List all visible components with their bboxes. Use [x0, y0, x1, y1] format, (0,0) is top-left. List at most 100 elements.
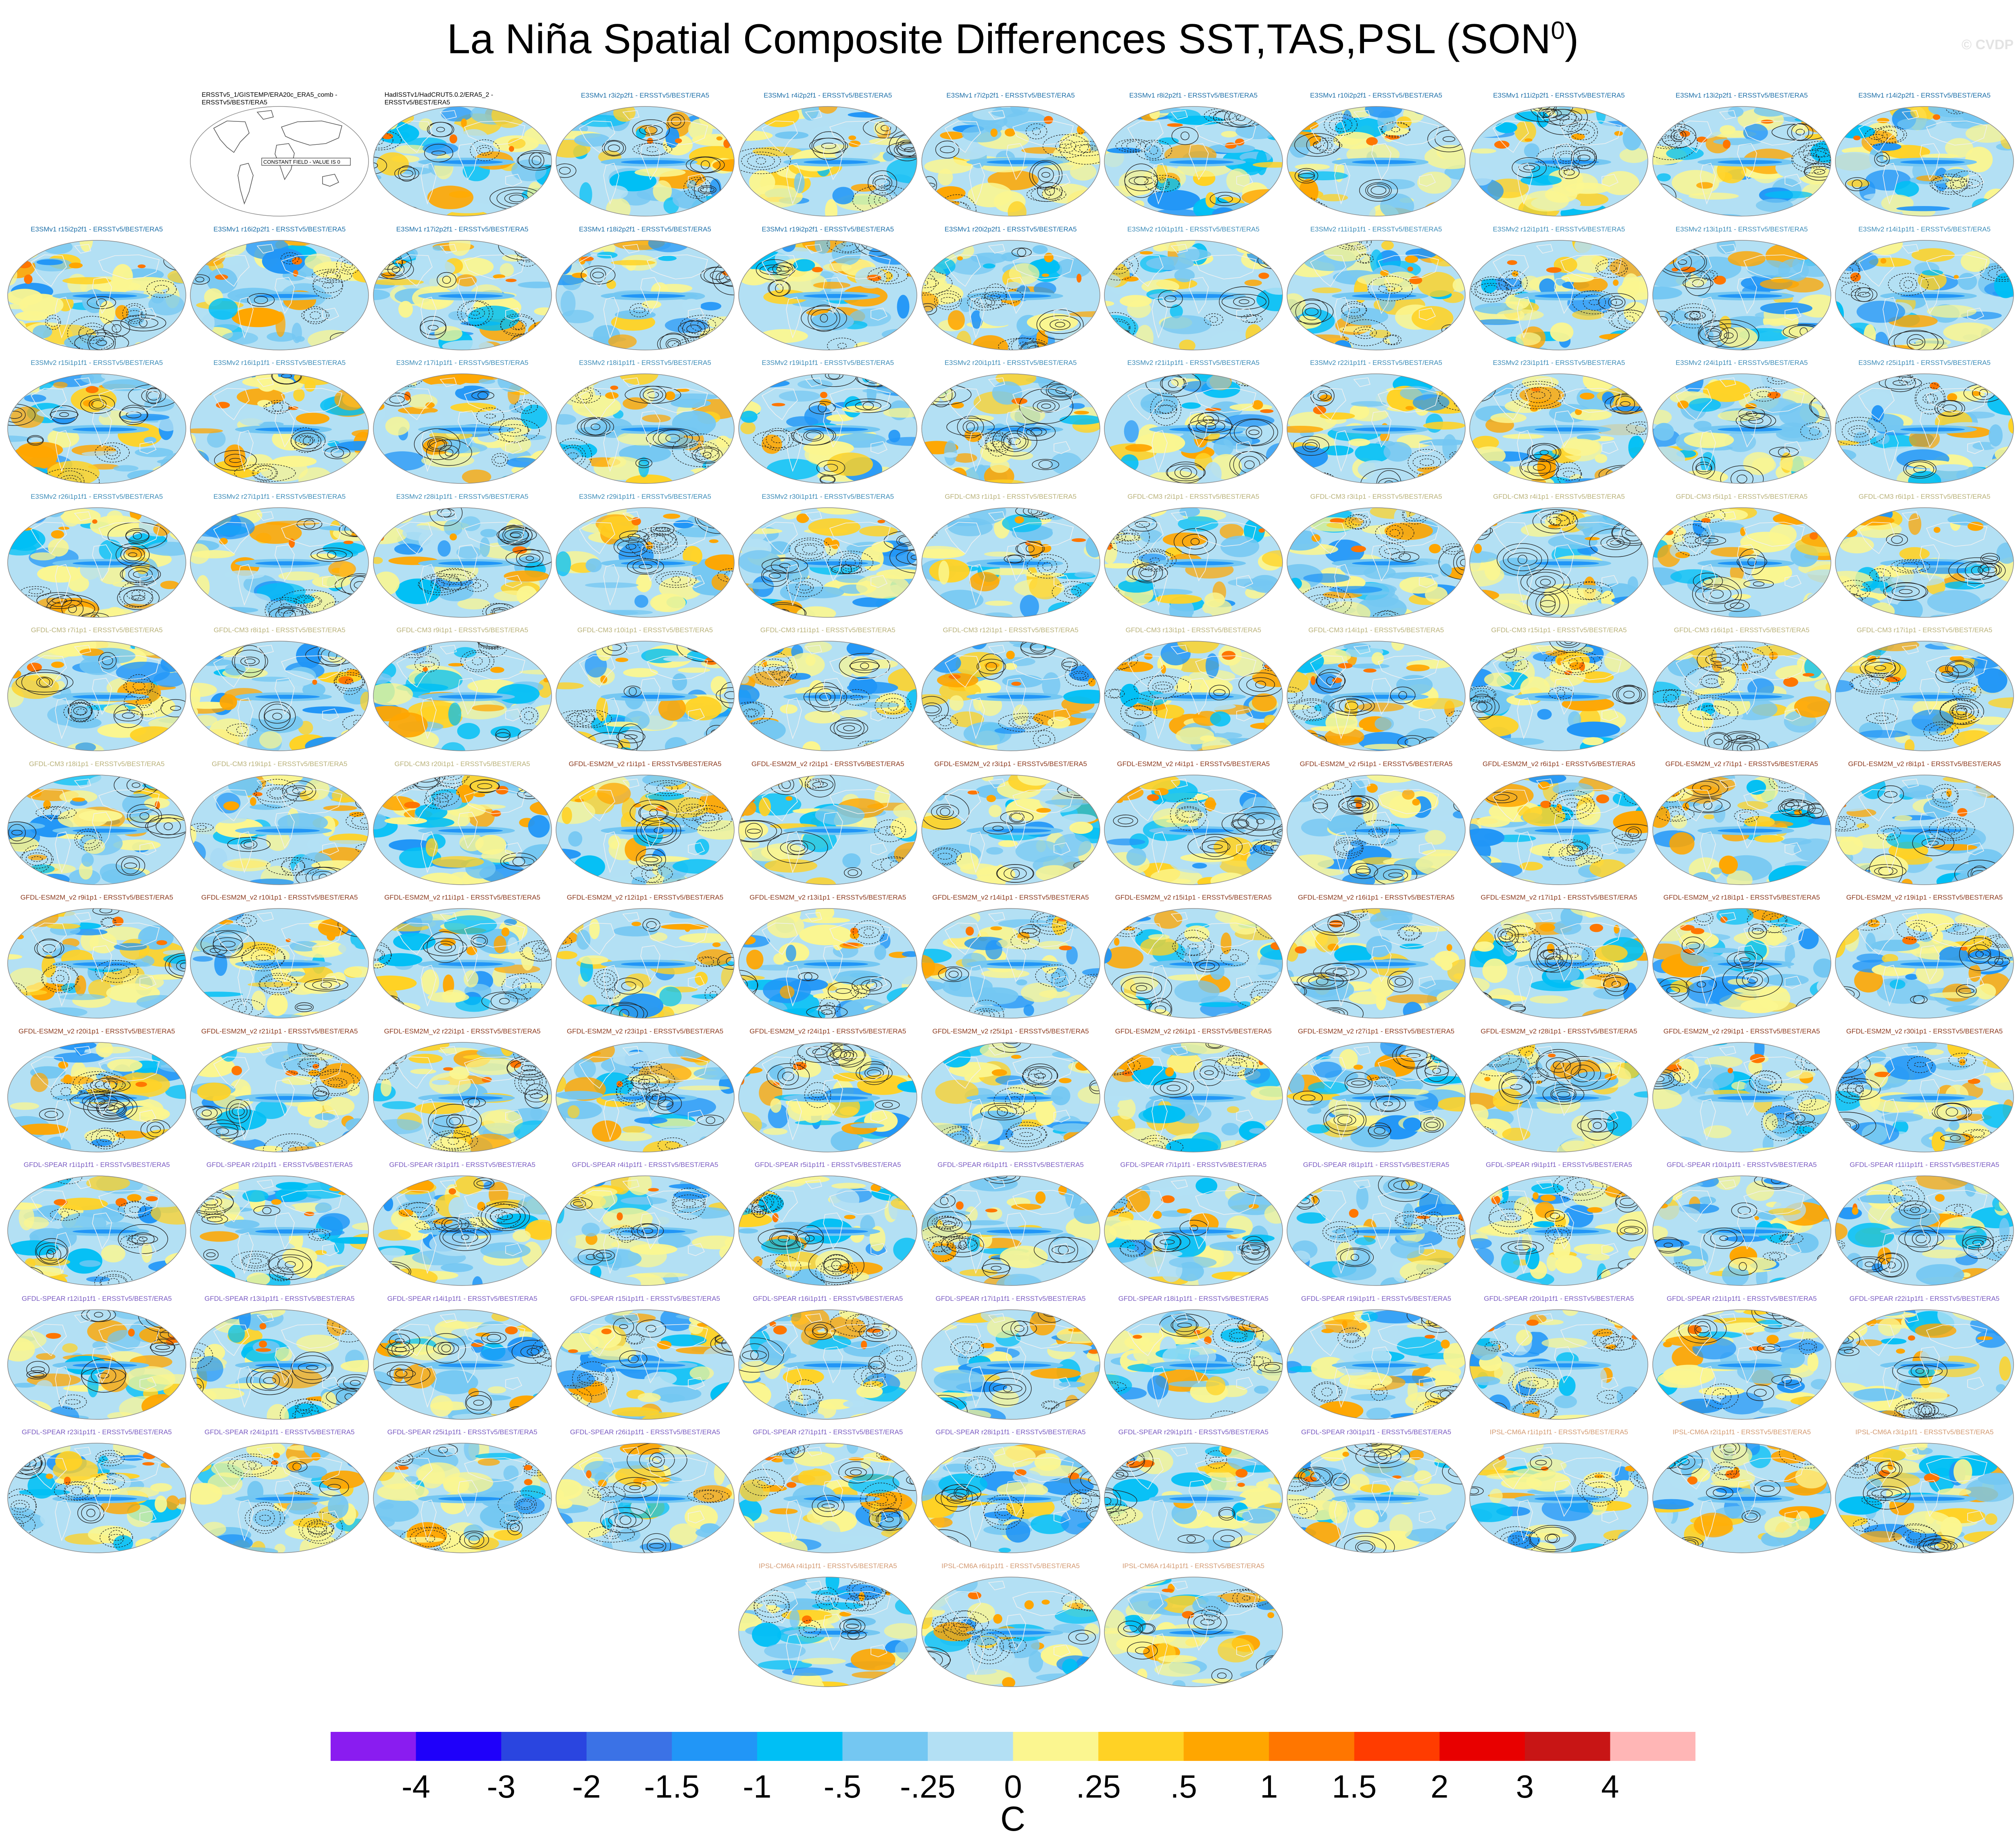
panel-title: IPSL-CM6A r1i1p1f1 - ERSSTv5/BEST/ERA5	[1489, 1428, 1628, 1436]
map-field	[373, 507, 552, 617]
map-field	[1104, 1443, 1283, 1553]
world-map	[190, 1175, 369, 1286]
map-panel: GFDL-SPEAR r15i1p1f1 - ERSSTv5/BEST/ERA5	[554, 1294, 736, 1422]
map-field	[1287, 1176, 1466, 1285]
map-panel: E3SMv1 r8i2p2f1 - ERSSTv5/BEST/ERA5	[1103, 91, 1284, 219]
map-panel: IPSL-CM6A r2i1p1f1 - ERSSTv5/BEST/ERA5	[1651, 1428, 1833, 1555]
panel-title: GFDL-ESM2M_v2 r29i1p1 - ERSSTv5/BEST/ERA…	[1663, 1027, 1820, 1035]
world-map	[1104, 240, 1283, 350]
world-map	[738, 507, 917, 618]
world-map	[373, 774, 552, 885]
world-map	[7, 373, 186, 484]
map-field	[1835, 240, 2014, 350]
map-field	[739, 775, 917, 885]
map-panel: GFDL-SPEAR r17i1p1f1 - ERSSTv5/BEST/ERA5	[920, 1294, 1102, 1422]
map-field	[1104, 1577, 1283, 1687]
colorbar-tick-label: 4	[1601, 1769, 1619, 1804]
colorbar-tick-label: 1	[1260, 1769, 1278, 1804]
panel-title: E3SMv1 r3i2p2f1 - ERSSTv5/BEST/ERA5	[581, 92, 710, 99]
map-panel: HadISSTv1/HadCRUT5.0.2/ERA5_2 - ERSSTv5/…	[372, 91, 553, 219]
map-panel: GFDL-CM3 r6i1p1 - ERSSTv5/BEST/ERA5	[1834, 492, 2015, 620]
map-panel: GFDL-SPEAR r25i1p1f1 - ERSSTv5/BEST/ERA5	[372, 1428, 553, 1555]
map-panel: GFDL-ESM2M_v2 r3i1p1 - ERSSTv5/BEST/ERA5	[920, 760, 1102, 887]
panel-title: GFDL-ESM2M_v2 r12i1p1 - ERSSTv5/BEST/ERA…	[566, 894, 724, 901]
panel-title: IPSL-CM6A r4i1p1f1 - ERSSTv5/BEST/ERA5	[758, 1562, 897, 1570]
panel-title: GFDL-ESM2M_v2 r3i1p1 - ERSSTv5/BEST/ERA5	[934, 760, 1087, 768]
map-field	[1104, 374, 1283, 483]
map-panel: GFDL-CM3 r17i1p1 - ERSSTv5/BEST/ERA5	[1834, 626, 2015, 753]
map-field	[1835, 641, 2014, 751]
world-map: CONSTANT FIELD - VALUE IS 0	[190, 106, 369, 217]
map-field	[190, 507, 369, 617]
panel-title: IPSL-CM6A r6i1p1f1 - ERSSTv5/BEST/ERA5	[941, 1562, 1080, 1570]
map-panel: GFDL-SPEAR r23i1p1f1 - ERSSTv5/BEST/ERA5	[6, 1428, 187, 1555]
world-map	[7, 507, 186, 618]
map-field	[921, 374, 1100, 483]
colorbar-tick-label: .5	[1170, 1769, 1197, 1804]
world-map	[373, 1443, 552, 1553]
panel-title: GFDL-CM3 r9i1p1 - ERSSTv5/BEST/ERA5	[396, 626, 529, 634]
map-panel: GFDL-CM3 r4i1p1 - ERSSTv5/BEST/ERA5	[1468, 492, 1649, 620]
map-field	[8, 240, 186, 350]
world-map	[1287, 1309, 1466, 1420]
world-map	[738, 240, 917, 350]
map-panel: E3SMv2 r12i1p1f1 - ERSSTv5/BEST/ERA5	[1468, 225, 1649, 352]
panel-title: GFDL-SPEAR r25i1p1f1 - ERSSTv5/BEST/ERA5	[387, 1428, 537, 1436]
map-panel: GFDL-SPEAR r21i1p1f1 - ERSSTv5/BEST/ERA5	[1651, 1294, 1833, 1422]
panel-title: E3SMv2 r30i1p1f1 - ERSSTv5/BEST/ERA5	[762, 492, 894, 500]
map-field	[1470, 240, 1648, 350]
panel-title: GFDL-ESM2M_v2 r23i1p1 - ERSSTv5/BEST/ERA…	[566, 1027, 724, 1035]
world-map	[1469, 373, 1649, 484]
map-panel: E3SMv2 r20i1p1f1 - ERSSTv5/BEST/ERA5	[920, 358, 1102, 486]
map-panel: GFDL-ESM2M_v2 r2i1p1 - ERSSTv5/BEST/ERA5	[737, 760, 918, 887]
panel-title: HadISSTv1/HadCRUT5.0.2/ERA5_2 - ERSSTv5/…	[384, 92, 494, 105]
world-map	[373, 908, 552, 1019]
map-panel: GFDL-SPEAR r7i1p1f1 - ERSSTv5/BEST/ERA5	[1103, 1160, 1284, 1288]
map-field	[190, 374, 369, 483]
panel-title: GFDL-CM3 r19i1p1 - ERSSTv5/BEST/ERA5	[212, 760, 348, 768]
map-field	[1835, 775, 2014, 885]
colorbar-segment	[501, 1732, 587, 1761]
map-field	[921, 507, 1100, 617]
map-panel: GFDL-SPEAR r28i1p1f1 - ERSSTv5/BEST/ERA5	[920, 1428, 1102, 1555]
panel-title: GFDL-ESM2M_v2 r20i1p1 - ERSSTv5/BEST/ERA…	[18, 1027, 175, 1035]
world-map	[556, 106, 735, 217]
map-panel: GFDL-CM3 r1i1p1 - ERSSTv5/BEST/ERA5	[920, 492, 1102, 620]
map-panel: E3SMv2 r29i1p1f1 - ERSSTv5/BEST/ERA5	[554, 492, 736, 620]
world-map	[1835, 1443, 2014, 1553]
world-map	[7, 1309, 186, 1420]
world-map	[190, 240, 369, 350]
map-panel: GFDL-CM3 r15i1p1 - ERSSTv5/BEST/ERA5	[1468, 626, 1649, 753]
panel-title: E3SMv1 r10i2p2f1 - ERSSTv5/BEST/ERA5	[1310, 92, 1443, 99]
world-map	[1104, 1576, 1283, 1687]
panel-title: GFDL-SPEAR r17i1p1f1 - ERSSTv5/BEST/ERA5	[935, 1294, 1086, 1302]
map-field	[739, 1577, 917, 1687]
map-panel: E3SMv1 r19i2p2f1 - ERSSTv5/BEST/ERA5	[737, 225, 918, 352]
world-map	[1104, 1042, 1283, 1152]
map-panel: GFDL-ESM2M_v2 r27i1p1 - ERSSTv5/BEST/ERA…	[1285, 1027, 1467, 1154]
map-field	[1104, 240, 1283, 350]
panel-title: E3SMv1 r11i2p2f1 - ERSSTv5/BEST/ERA5	[1493, 92, 1625, 99]
map-field	[556, 1176, 734, 1285]
map-field	[8, 775, 186, 885]
map-panel: GFDL-ESM2M_v2 r15i1p1 - ERSSTv5/BEST/ERA…	[1103, 893, 1284, 1021]
panel-title: E3SMv2 r19i1p1f1 - ERSSTv5/BEST/ERA5	[762, 359, 894, 367]
colorbar-tick-label: -1.5	[644, 1769, 700, 1804]
panel-title: E3SMv2 r22i1p1f1 - ERSSTv5/BEST/ERA5	[1310, 359, 1443, 367]
map-panel: IPSL-CM6A r4i1p1f1 - ERSSTv5/BEST/ERA5	[737, 1562, 918, 1689]
world-map	[921, 908, 1100, 1019]
world-map	[1652, 507, 1831, 618]
map-panel: E3SMv1 r14i2p2f1 - ERSSTv5/BEST/ERA5	[1834, 91, 2015, 219]
colorbar-segment	[927, 1732, 1013, 1761]
colorbar-tick-label: -4	[402, 1769, 431, 1804]
map-field	[556, 1443, 734, 1553]
map-field	[1287, 374, 1466, 483]
map-panel: E3SMv2 r25i1p1f1 - ERSSTv5/BEST/ERA5	[1834, 358, 2015, 486]
world-map	[921, 1443, 1100, 1553]
world-map	[1104, 106, 1283, 217]
map-field	[1287, 240, 1466, 350]
map-panel: E3SMv2 r21i1p1f1 - ERSSTv5/BEST/ERA5	[1103, 358, 1284, 486]
map-panel: GFDL-CM3 r8i1p1 - ERSSTv5/BEST/ERA5	[189, 626, 370, 753]
map-panel: GFDL-SPEAR r3i1p1f1 - ERSSTv5/BEST/ERA5	[372, 1160, 553, 1288]
map-field	[1104, 1042, 1283, 1152]
